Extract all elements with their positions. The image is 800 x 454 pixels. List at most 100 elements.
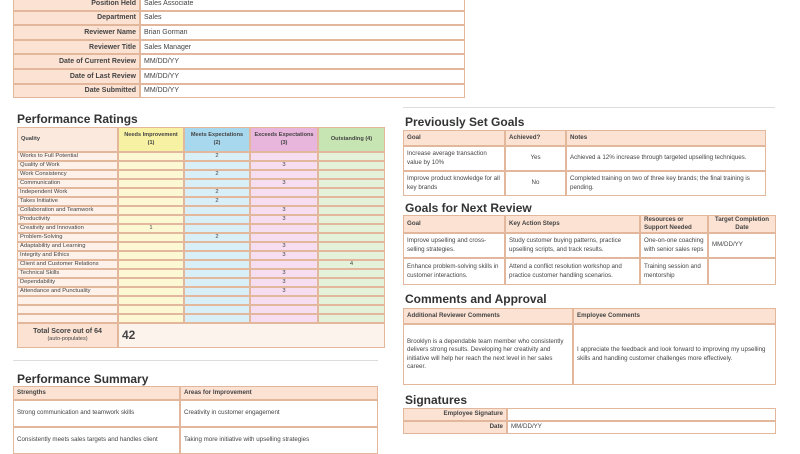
signature-value: MM/DD/YY [507,421,776,434]
section-title: Comments and Approval [405,292,547,306]
rating-cell [318,242,385,251]
rating-cell [318,305,385,314]
summary-cell: Consistently meets sales targets and han… [13,427,180,454]
rating-cell [184,251,250,260]
table-header: Goal [403,130,505,146]
rating-cell [118,233,184,242]
summary-cell: Strong communication and teamwork skills [13,400,180,427]
rating-cell [184,206,250,215]
rating-cell [184,287,250,296]
rating-cell [118,278,184,287]
table-cell [708,258,776,285]
rating-cell [118,242,184,251]
table-cell: Brooklyn is a dependable team member who… [403,324,573,385]
table-header: Target Completion Date [708,215,776,233]
rating-cell [318,206,385,215]
quality-name: Client and Customer Relations [17,260,118,269]
rating-cell [118,206,184,215]
quality-name: Takes Initiative [17,197,118,206]
quality-name: Independent Work [17,188,118,197]
quality-name: Collaboration and Teamwork [17,206,118,215]
rating-cell [184,305,250,314]
rating-cell [318,296,385,305]
quality-name: Technical Skills [17,269,118,278]
table-header: Notes [566,130,766,146]
rating-cell [184,179,250,188]
quality-name: Integrity and Ethics [17,251,118,260]
info-label: Department [13,10,140,26]
rating-cell [184,224,250,233]
rating-cell [318,224,385,233]
rating-cell [318,179,385,188]
rating-cell [184,215,250,224]
rating-value: 2 [184,197,250,206]
rating-value: 3 [250,179,318,188]
table-cell: MM/DD/YY [708,233,776,258]
rating-value: 3 [250,269,318,278]
table-cell: Completed training on two of three key b… [566,171,766,196]
rating-cell [118,305,184,314]
table-header: Additional Reviewer Comments [403,308,573,324]
rating-cell [118,215,184,224]
divider [13,360,378,361]
table-header: Achieved? [505,130,566,146]
rating-value: 3 [250,278,318,287]
table-header: Employee Comments [573,308,776,324]
rating-cell [184,296,250,305]
quality-name: Quality of Work [17,161,118,170]
rating-cell [17,314,118,323]
rating-value: 3 [250,161,318,170]
rating-cell [118,314,184,323]
table-cell: Increase average transaction value by 10… [403,146,505,171]
rating-cell [250,170,318,179]
rating-value: 3 [250,215,318,224]
rating-cell [318,251,385,260]
rating-cell [318,314,385,323]
table-cell: Attend a conflict resolution workshop an… [505,258,640,285]
rating-value: 2 [184,233,250,242]
quality-name: Creativity and Innovation [17,224,118,233]
table-header: Key Action Steps [505,215,640,233]
rating-cell [184,269,250,278]
rating-cell [118,179,184,188]
section-title: Signatures [405,393,468,407]
rating-cell [250,188,318,197]
info-value: Brian Gorman [140,25,465,40]
rating-cell [118,188,184,197]
rating-cell [318,161,385,170]
rating-cell [318,215,385,224]
rating-cell [250,152,318,161]
divider [403,107,775,108]
rating-cell [118,296,184,305]
rating-header: Quality [17,127,118,152]
rating-value: 4 [318,260,385,269]
info-value: Sales Manager [140,39,465,55]
info-value: Sales [140,10,465,26]
total-label: Total Score out of 64 (auto-populates) [17,323,118,348]
rating-cell [118,197,184,206]
rating-value: 2 [184,170,250,179]
rating-cell [184,314,250,323]
table-cell: Improve upselling and cross-selling stra… [403,233,505,258]
section-title: Performance Summary [17,372,149,386]
rating-value: 1 [118,224,184,233]
info-label: Position Held [13,0,140,11]
signature-value [507,408,776,421]
info-value: MM/DD/YY [140,69,465,84]
rating-cell [318,188,385,197]
rating-value: 3 [250,242,318,251]
signature-label: Employee Signature [403,408,507,421]
rating-value: 3 [250,251,318,260]
rating-cell [318,152,385,161]
info-value: MM/DD/YY [140,83,465,99]
info-value: Sales Associate [140,0,465,11]
rating-cell [250,197,318,206]
summary-header: Areas for Improvement [180,386,378,400]
rating-header: Outstanding (4) [318,127,385,152]
rating-value: 2 [184,188,250,197]
table-cell: Training session and mentorship [640,258,708,285]
info-label: Reviewer Name [13,25,140,40]
quality-name: Works to Full Potential [17,152,118,161]
rating-cell [17,296,118,305]
rating-value: 2 [184,152,250,161]
